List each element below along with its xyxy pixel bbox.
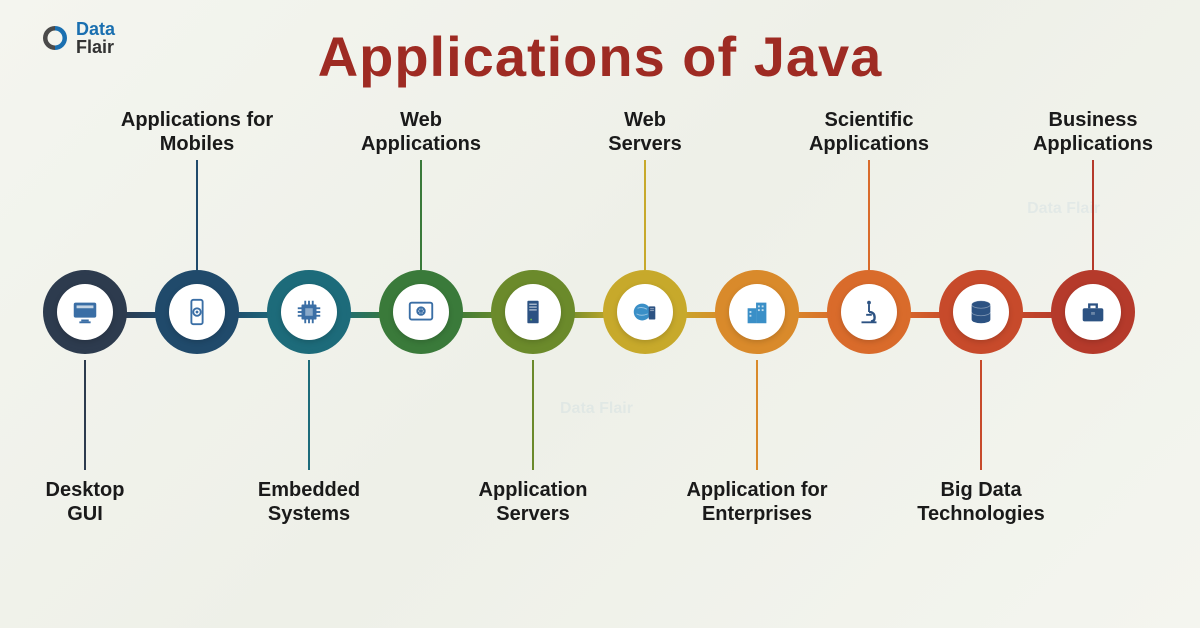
timeline-node	[1051, 270, 1135, 354]
node-label: Applications for Mobiles	[107, 108, 287, 156]
logo-text: Data Flair	[76, 20, 115, 56]
webapp-icon	[406, 297, 436, 327]
node-inner	[841, 284, 897, 340]
server-icon	[518, 297, 548, 327]
timeline-node	[379, 270, 463, 354]
watermark: Data Flair	[560, 400, 633, 418]
stem	[980, 360, 982, 470]
timeline-node	[715, 270, 799, 354]
mobile-icon	[182, 297, 212, 327]
stem	[84, 360, 86, 470]
monitor-icon	[70, 297, 100, 327]
timeline-node	[491, 270, 575, 354]
timeline-node	[43, 270, 127, 354]
globe-icon	[630, 297, 660, 327]
node-label: Embedded Systems	[219, 478, 399, 526]
node-label: Web Servers	[555, 108, 735, 156]
logo-word-data: Data	[76, 19, 115, 39]
node-inner	[57, 284, 113, 340]
node-inner	[169, 284, 225, 340]
node-label: Desktop GUI	[0, 478, 175, 526]
logo-word-flair: Flair	[76, 38, 115, 56]
logo-icon	[40, 23, 70, 53]
microscope-icon	[854, 297, 884, 327]
timeline-node	[827, 270, 911, 354]
node-label: Web Applications	[331, 108, 511, 156]
node-label: Application Servers	[443, 478, 623, 526]
node-inner	[729, 284, 785, 340]
stem	[756, 360, 758, 470]
chip-icon	[294, 297, 324, 327]
stem	[532, 360, 534, 470]
stem	[196, 160, 198, 270]
database-icon	[966, 297, 996, 327]
stem	[420, 160, 422, 270]
timeline-node	[939, 270, 1023, 354]
node-label: Business Applications	[1003, 108, 1183, 156]
node-inner	[393, 284, 449, 340]
watermark: Data Flair	[1027, 200, 1100, 218]
stem	[868, 160, 870, 270]
briefcase-icon	[1078, 297, 1108, 327]
timeline-node	[603, 270, 687, 354]
logo: Data Flair	[40, 20, 115, 56]
node-inner	[505, 284, 561, 340]
building-icon	[742, 297, 772, 327]
node-label: Big Data Technologies	[891, 478, 1071, 526]
stem	[308, 360, 310, 470]
timeline-node	[155, 270, 239, 354]
node-inner	[281, 284, 337, 340]
node-label: Scientific Applications	[779, 108, 959, 156]
timeline-node	[267, 270, 351, 354]
node-label: Application for Enterprises	[667, 478, 847, 526]
node-inner	[953, 284, 1009, 340]
stem	[644, 160, 646, 270]
page-title: Applications of Java	[0, 0, 1200, 89]
node-inner	[1065, 284, 1121, 340]
timeline-nodes	[0, 270, 1200, 360]
node-inner	[617, 284, 673, 340]
